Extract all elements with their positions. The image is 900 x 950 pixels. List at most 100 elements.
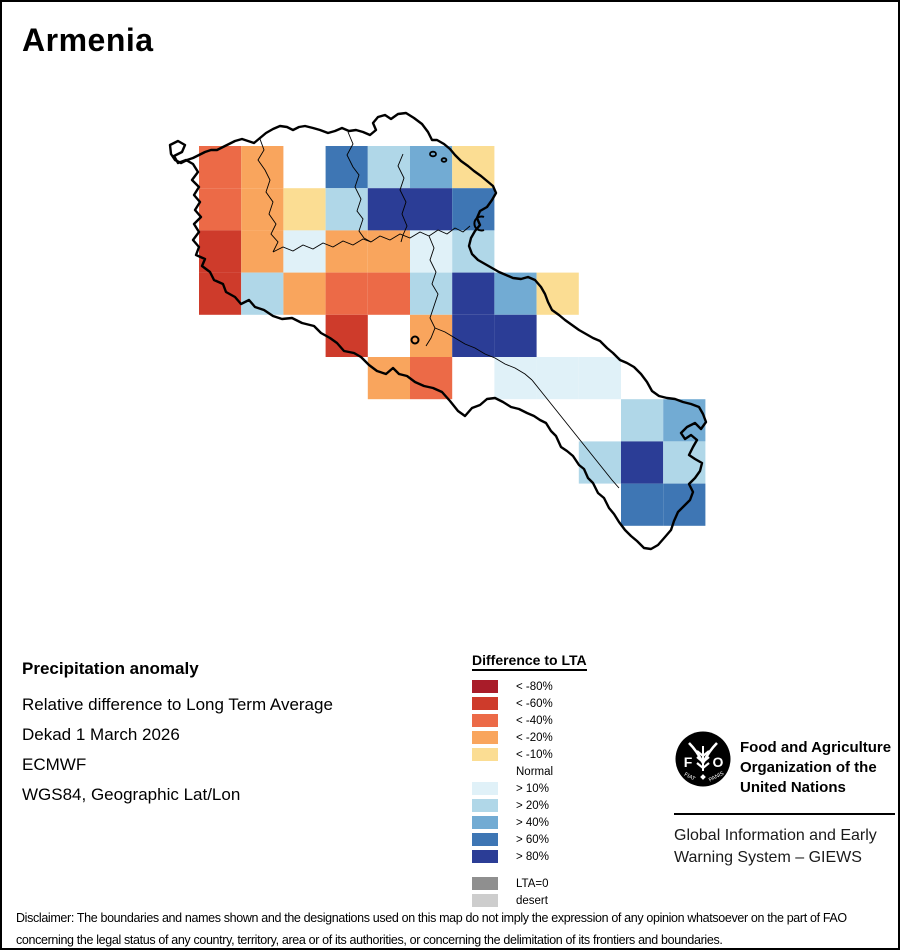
grid-cell xyxy=(325,230,368,273)
fao-logo-letter-f: F xyxy=(684,754,693,770)
province-border xyxy=(257,138,279,253)
legend-title: Difference to LTA xyxy=(472,652,587,671)
legend-item: < -80% xyxy=(472,678,587,695)
legend-item: < -20% xyxy=(472,729,587,746)
legend-item: > 60% xyxy=(472,831,587,848)
grid-cell xyxy=(199,188,242,231)
grid-cell xyxy=(367,357,410,400)
grid-cell xyxy=(199,230,242,273)
page-title: Armenia xyxy=(22,22,154,58)
fao-org-name: Food and Agriculture Organization of the… xyxy=(740,730,891,798)
disclaimer: Disclaimer: The boundaries and names sho… xyxy=(16,907,896,948)
legend-swatch xyxy=(472,799,498,812)
province-border xyxy=(397,153,408,243)
grid-cell xyxy=(241,230,284,273)
lake-outline-icon xyxy=(429,150,437,158)
map-subtitle: Precipitation anomaly xyxy=(22,659,199,678)
grid-cell xyxy=(241,188,284,231)
legend-label: Normal xyxy=(516,765,554,778)
fao-logo-letter-o: O xyxy=(713,754,724,770)
grid-cell xyxy=(241,272,284,315)
giews-line: Global Information and Early xyxy=(674,827,877,844)
lake-outline-icon xyxy=(410,335,420,345)
grid-cell xyxy=(410,188,453,231)
legend-spacer xyxy=(472,865,587,875)
map-info-line: ECMWF xyxy=(22,755,87,774)
grid-cell xyxy=(494,272,537,315)
grid-cell xyxy=(452,188,495,231)
legend-swatch xyxy=(472,816,498,829)
legend-item: LTA=0 xyxy=(472,875,587,892)
fao-org-line: United Nations xyxy=(740,779,846,796)
legend-item: < -60% xyxy=(472,695,587,712)
grid-cell xyxy=(536,357,579,400)
lake-outline-icon xyxy=(473,215,485,232)
legend-swatch xyxy=(472,850,498,863)
disclaimer-line: concerning the legal status of any count… xyxy=(16,933,723,947)
grid-cell xyxy=(452,314,495,357)
grid-cell xyxy=(410,357,453,400)
giews-line: Warning System – GIEWS xyxy=(674,849,862,866)
legend-label: < -40% xyxy=(516,714,553,727)
legend: Difference to LTA < -80% < -60% < -40% < -2… xyxy=(472,652,587,909)
legend-label: > 60% xyxy=(516,833,549,846)
grid-cell xyxy=(283,188,326,231)
grid-cell xyxy=(494,314,537,357)
legend-swatch xyxy=(472,731,498,744)
province-border xyxy=(370,225,471,243)
legend-item: desert xyxy=(472,892,587,909)
lake-marks xyxy=(410,150,485,345)
grid-cell xyxy=(621,483,664,526)
grid-cell xyxy=(410,272,453,315)
grid-cell xyxy=(325,146,368,189)
grid-cell xyxy=(199,146,242,189)
legend-swatch xyxy=(472,877,498,890)
legend-item: < -10% xyxy=(472,746,587,763)
legend-swatch xyxy=(472,714,498,727)
grid-cell xyxy=(199,272,242,315)
precipitation-anomaly-map xyxy=(168,111,708,551)
legend-swatch xyxy=(472,833,498,846)
grid-cell xyxy=(325,314,368,357)
grid-cell xyxy=(367,146,410,189)
map-info-block: Precipitation anomaly Relative differenc… xyxy=(22,654,333,810)
legend-swatch xyxy=(472,782,498,795)
legend-item: > 80% xyxy=(472,848,587,865)
legend-item: > 20% xyxy=(472,797,587,814)
province-border xyxy=(425,235,439,347)
map-info-line: WGS84, Geographic Lat/Lon xyxy=(22,785,241,804)
fao-logo-icon: F O FIAT PANIS xyxy=(675,731,731,787)
grid-cell xyxy=(621,399,664,442)
fao-divider xyxy=(674,813,895,815)
grid-cell xyxy=(410,314,453,357)
grid-cell xyxy=(536,272,579,315)
grid-cell xyxy=(283,272,326,315)
grid-cell xyxy=(663,399,706,442)
grid-cell xyxy=(452,272,495,315)
legend-swatch xyxy=(472,748,498,761)
legend-item: > 10% xyxy=(472,780,587,797)
disclaimer-line: Disclaimer: The boundaries and names sho… xyxy=(16,911,847,925)
grid-cell xyxy=(283,230,326,273)
legend-item: < -40% xyxy=(472,712,587,729)
legend-label: > 20% xyxy=(516,799,549,812)
grid-cell xyxy=(367,272,410,315)
fao-block: F O FIAT PANIS Food and Agriculture Orga… xyxy=(674,730,898,869)
legend-swatch xyxy=(472,680,498,693)
legend-swatch xyxy=(472,894,498,907)
legend-item: Normal xyxy=(472,763,587,780)
grid-cell xyxy=(578,357,621,400)
legend-swatch xyxy=(472,765,498,778)
legend-label: > 40% xyxy=(516,816,549,829)
legend-items: < -80% < -60% < -40% < -20% < -10% Normal > 10… xyxy=(472,678,587,865)
legend-label: < -10% xyxy=(516,748,553,761)
legend-label: LTA=0 xyxy=(516,877,549,890)
country-border-armenia xyxy=(168,111,708,551)
province-border xyxy=(434,327,533,381)
map-info-line: Dekad 1 March 2026 xyxy=(22,725,180,744)
fao-org-line: Food and Agriculture xyxy=(740,739,892,756)
province-border xyxy=(272,238,372,253)
map-info-line: Relative difference to Long Term Average xyxy=(22,695,333,714)
grid-cell xyxy=(367,230,410,273)
